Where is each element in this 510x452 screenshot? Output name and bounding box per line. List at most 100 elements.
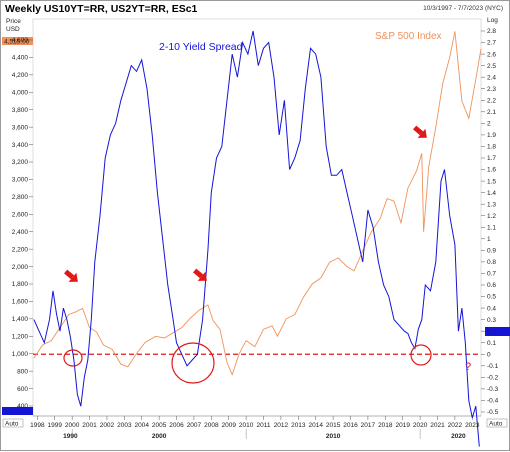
right-tick-label: 1.6	[487, 167, 496, 174]
x-tick-label: 2008	[204, 422, 219, 429]
left-tick-label: 3,600	[12, 124, 29, 131]
spread-value-badge-left	[2, 407, 33, 415]
x-tick-label: 2012	[274, 422, 289, 429]
right-tick-label: 2.3	[487, 86, 496, 93]
x-tick-label: 2015	[326, 422, 341, 429]
x-tick-label: 2021	[430, 422, 445, 429]
inversion-circle-2000	[63, 349, 83, 367]
left-tick-label: 3,400	[12, 142, 29, 149]
right-tick-label: 0.8	[487, 259, 496, 266]
left-tick-label: 2,200	[12, 246, 29, 253]
spread-value-badge-right	[485, 327, 510, 336]
x-tick-label: 2009	[221, 422, 236, 429]
right-tick-label: -0.4	[487, 398, 499, 405]
right-tick-label: 2.5	[487, 63, 496, 70]
chart-title: Weekly US10YT=RR, US2YT=RR, ESc1	[5, 3, 198, 15]
right-tick-label: 2.7	[487, 40, 496, 47]
left-tick-label: 4,200	[12, 72, 29, 79]
left-tick-label: 4,600	[12, 37, 29, 44]
question-mark: ?	[465, 361, 471, 373]
right-tick-label: 2.6	[487, 51, 496, 58]
right-axis-header-log: Log	[487, 17, 498, 24]
inversion-circle-2019	[410, 344, 432, 366]
auto-toggle-right-frame[interactable]	[486, 418, 508, 428]
right-tick-label: 0	[487, 351, 491, 358]
peak-arrow-2000	[64, 269, 78, 282]
left-tick-label: 1,000	[12, 351, 29, 358]
right-tick-label: 0.9	[487, 248, 496, 255]
left-tick-label: 4,000	[12, 89, 29, 96]
left-tick-label: 1,200	[12, 333, 29, 340]
sp500-series-label: S&P 500 Index	[375, 31, 442, 42]
x-tick-label: 2014	[308, 422, 323, 429]
spread-series-label: 2-10 Yield Spread	[159, 41, 243, 53]
right-tick-label: 1.1	[487, 224, 496, 231]
x-tick-label: 2023	[465, 422, 480, 429]
x-tick-label: 2000	[65, 422, 80, 429]
x-tick-label: 2004	[135, 422, 150, 429]
left-tick-label: 3,800	[12, 107, 29, 114]
left-tick-label: 400	[17, 403, 28, 410]
x-tick-label: 2007	[187, 422, 202, 429]
x-tick-label: 2010	[239, 422, 254, 429]
left-axis-header-usd: USD	[6, 26, 20, 33]
x-tick-label: 2001	[82, 422, 97, 429]
right-tick-label: 0.3	[487, 317, 496, 324]
current-value-badge: 4,515.00	[4, 39, 30, 46]
right-tick-label: -0.3	[487, 386, 499, 393]
right-tick-label: 1.3	[487, 201, 496, 208]
left-tick-label: 4,400	[12, 55, 29, 62]
date-range: 10/3/1997 - 7/7/2023 (NYC)	[423, 5, 503, 12]
left-axis-ticks: 4,600 4,400 4,200 4,000 3,800 3,600 3,400 3,200…	[12, 37, 33, 410]
x-tick-label: 2002	[100, 422, 115, 429]
left-tick-label: 2,800	[12, 194, 29, 201]
left-tick-label: 2,600	[12, 211, 29, 218]
right-tick-label: 2.2	[487, 97, 496, 104]
right-tick-label: 1.9	[487, 132, 496, 139]
right-tick-label: 1.8	[487, 144, 496, 151]
right-tick-label: 0.5	[487, 294, 496, 301]
x-tick-label: 2020	[413, 422, 428, 429]
right-tick-label: -0.2	[487, 375, 499, 382]
left-tick-label: 3,000	[12, 177, 29, 184]
x-tick-label: 2022	[448, 422, 463, 429]
auto-toggle-left-frame[interactable]	[2, 418, 24, 428]
x-tick-label: 1998	[30, 422, 45, 429]
x-tick-label: 2018	[378, 422, 393, 429]
left-tick-label: 800	[17, 368, 28, 375]
x-tick-label: 1999	[48, 422, 63, 429]
x-decade-label: 2010	[326, 433, 341, 440]
left-tick-label: 1,400	[12, 316, 29, 323]
current-value-badge-bg	[2, 37, 33, 45]
auto-toggle-right[interactable]: Auto	[489, 421, 503, 428]
right-tick-label: 0.6	[487, 282, 496, 289]
auto-toggle-left[interactable]: Auto	[5, 421, 19, 428]
x-decade-label: 2000	[152, 433, 167, 440]
x-tick-label: 2003	[117, 422, 132, 429]
spread-line	[33, 30, 480, 447]
x-tick-label: 2019	[395, 422, 410, 429]
peak-arrow-2020	[413, 125, 427, 138]
left-axis-header-price: Price	[6, 18, 21, 25]
right-tick-label: 0.7	[487, 271, 496, 278]
left-tick-label: 2,000	[12, 264, 29, 271]
x-tick-label: 2005	[152, 422, 167, 429]
right-tick-label: 1.5	[487, 178, 496, 185]
right-tick-label: -0.1	[487, 363, 499, 370]
x-tick-label: 2016	[343, 422, 358, 429]
x-axis-ticks: 1998 1999 2000 2001 2002 2003 2004 2005 2006 2007…	[30, 415, 481, 440]
x-decade-label: 1990	[63, 433, 78, 440]
left-tick-label: 1,800	[12, 281, 29, 288]
peak-arrow-2007	[193, 268, 207, 281]
right-tick-label: 2.4	[487, 74, 496, 81]
left-tick-label: 600	[17, 386, 28, 393]
right-tick-label: 1.4	[487, 190, 496, 197]
x-decade-label: 2020	[451, 433, 466, 440]
x-tick-label: 2017	[361, 422, 376, 429]
sp500-line	[33, 31, 482, 376]
right-tick-label: 1.7	[487, 155, 496, 162]
left-tick-label: 1,600	[12, 299, 29, 306]
right-tick-label: 0.2	[487, 328, 496, 335]
